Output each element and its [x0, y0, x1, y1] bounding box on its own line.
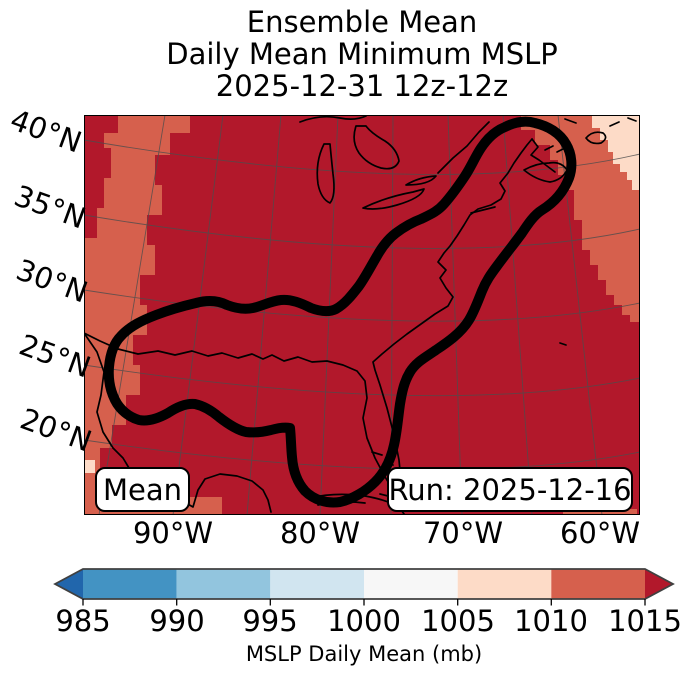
gridline-meridian-85w [246, 115, 282, 515]
title-line-2: Daily Mean Minimum MSLP [166, 37, 558, 71]
fill-region-northeast-wedge [521, 115, 640, 322]
cbar-tick-985: 985 [55, 604, 111, 638]
coastline-newfoundland [564, 117, 637, 145]
cbar-tick-1015: 1015 [608, 604, 682, 638]
coastline-long-island [470, 206, 496, 214]
member-label: Mean [102, 472, 182, 507]
run-label-box: Run: 2025-12-16 [387, 467, 633, 512]
cbar-tick-990: 990 [149, 604, 205, 638]
colorbar-segment-1005-1010 [457, 569, 552, 599]
run-label: Run: 2025-12-16 [388, 472, 632, 507]
colorbar-segment-1010-1015 [551, 569, 645, 599]
title-line-3: 2025-12-31 12z-12z [215, 69, 509, 103]
coastline-bermuda [559, 342, 567, 346]
gridline-meridian-90w [172, 115, 224, 515]
coastline-lake-ontario [405, 175, 437, 186]
coastline-lake-erie [362, 188, 425, 210]
cbar-tick-1005: 1005 [421, 604, 495, 638]
fill-region-southwest-cream [84, 460, 95, 473]
colorbar [53, 568, 675, 606]
colorbar-under-arrow [55, 569, 83, 599]
map-plot-area [84, 115, 640, 515]
coastline-st-lawrence [437, 121, 490, 174]
title-line-1: Ensemble Mean [246, 5, 478, 39]
colorbar-segment-985-990 [83, 569, 177, 599]
lon-tick-60w: 60°W [559, 516, 641, 550]
colorbar-segment-995-1000 [270, 569, 364, 599]
gridline-parallel-40n [84, 139, 640, 175]
cbar-tick-995: 995 [242, 604, 298, 638]
map-frame [84, 115, 640, 515]
colorbar-over-arrow [645, 569, 673, 599]
coastline-lake-michigan [316, 143, 335, 204]
gridline-parallel-35n [84, 214, 640, 249]
coastline-bay-of-fundy [530, 138, 556, 173]
chart-title: Ensemble Mean Daily Mean Minimum MSLP 20… [84, 6, 640, 102]
coastline-lake-huron [353, 125, 400, 170]
lon-tick-80w: 80°W [279, 516, 361, 550]
gridline-meridian-70w [447, 115, 463, 515]
colorbar-ticks [82, 599, 646, 606]
pressure-contour [103, 116, 577, 508]
coastline-gulf-atlantic [84, 138, 533, 492]
lon-tick-90w: 90°W [132, 516, 214, 550]
cbar-tick-1000: 1000 [327, 604, 401, 638]
cbar-tick-1010: 1010 [514, 604, 588, 638]
lon-tick-70w: 70°W [422, 516, 504, 550]
coastline-lake-superior [299, 115, 367, 123]
colorbar-axis-label: MSLP Daily Mean (mb) [245, 642, 483, 666]
colorbar-segment-990-995 [176, 569, 271, 599]
member-label-box: Mean [95, 467, 190, 512]
colorbar-segment-1000-1005 [364, 569, 458, 599]
gridline-meridian-65w [502, 115, 533, 515]
gridline-meridian-95w [98, 115, 166, 515]
